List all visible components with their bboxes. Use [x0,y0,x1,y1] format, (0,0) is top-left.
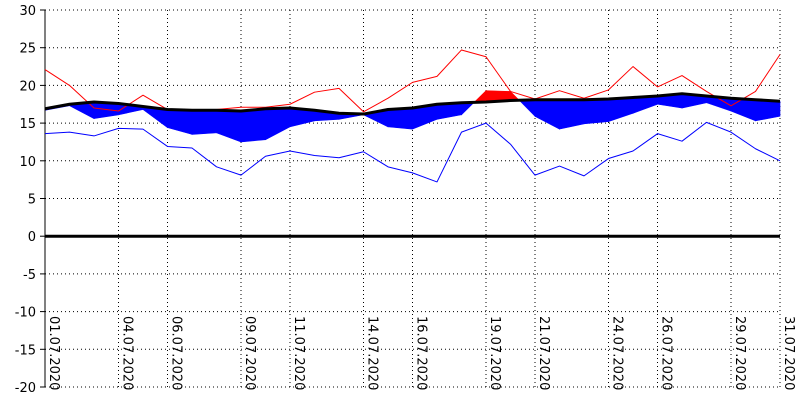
below-normal-fill [583,98,609,125]
below-normal-fill [240,108,266,143]
grid-layer [40,9,781,388]
below-normal-fill [387,107,413,130]
normal-series-line [44,92,781,116]
series-line-layer [44,49,781,238]
x-tick-label: 01.07.2020 [46,316,61,390]
below-normal-fill [461,102,475,116]
below-normal-fill [265,107,291,141]
x-tick-label: 16.07.2020 [414,316,429,390]
y-tick-label: 30 [19,4,36,19]
y-tick-label: 15 [19,117,36,132]
below-normal-fill [559,99,585,130]
x-tick-label: 26.07.2020 [659,316,674,390]
x-tick-label: 09.07.2020 [242,316,257,390]
below-normal-fill [730,97,756,122]
x-tick-labels: 01.07.2020 04.07.2020 06.07.2020 09.07.2020… [46,316,796,390]
x-tick-label: 11.07.2020 [291,316,306,390]
below-normal-fill [518,99,536,118]
y-tick-label: -10 [15,306,36,321]
x-tick-label: 31.07.2020 [781,316,796,390]
x-tick-label: 06.07.2020 [169,316,184,390]
y-tick-label: 25 [19,42,36,57]
y-tick-label: -5 [23,268,36,283]
y-tick-label: -15 [15,343,36,358]
y-tick-label: -20 [15,381,36,396]
y-tick-label: 10 [19,155,36,170]
x-tick-label: 21.07.2020 [536,316,551,390]
x-tick-label: 04.07.2020 [120,316,135,390]
below-normal-fill [534,99,560,130]
below-normal-fill [608,97,634,123]
x-tick-label: 14.07.2020 [365,316,380,390]
y-tick-label: 20 [19,79,36,94]
below-normal-fill [167,109,193,135]
below-normal-fill [755,99,781,122]
x-tick-label: 19.07.2020 [487,316,502,390]
x-tick-label: 29.07.2020 [732,316,747,390]
y-tick-label: 0 [28,230,36,245]
y-tick-labels: 30 25 20 15 10 5 0 -5 -10 -15 -20 [15,4,36,396]
y-tick-label: 5 [28,193,36,208]
min-series-line [44,121,781,183]
below-normal-fill [191,109,217,135]
x-tick-label: 24.07.2020 [610,316,625,390]
below-normal-fill [216,109,242,143]
